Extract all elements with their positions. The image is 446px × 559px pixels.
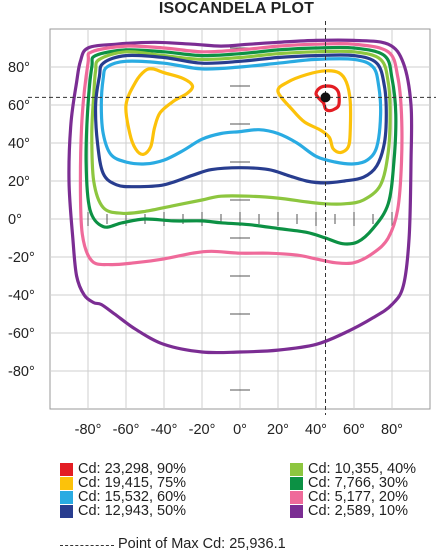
y-tick-label: 60° <box>8 98 30 114</box>
legend-label: Cd: 23,298, 90% <box>78 461 187 477</box>
legend-swatch <box>290 491 303 504</box>
tick-labels: -80° -60° -40° -20° 0° 20° 40° 60° 80° 80° 60° 40° 2… <box>8 60 403 438</box>
isocandela-plot: -80° -60° -40° -20° 0° 20° 40° 60° 80° 80° 60° 40° 2… <box>8 21 436 438</box>
x-tick-label: -20° <box>189 422 216 438</box>
legend-swatch <box>60 491 73 504</box>
legend-swatch <box>60 505 73 518</box>
contour-line <box>67 38 414 355</box>
legend-swatch <box>290 505 303 518</box>
max-point-label: Point of Max Cd: 25,936.1 <box>118 536 286 552</box>
legend-swatch <box>60 477 73 490</box>
contour-line <box>314 84 341 113</box>
x-tick-label: -80° <box>75 422 102 438</box>
y-tick-label: -20° <box>8 250 35 266</box>
chart-title: ISOCANDELA PLOT <box>158 0 315 17</box>
x-tick-label: -40° <box>151 422 178 438</box>
contour-line <box>99 57 383 166</box>
x-tick-label: 40° <box>305 422 327 438</box>
legend-label: Cd: 2,589, 10% <box>308 503 408 519</box>
y-tick-label: 0° <box>8 212 22 228</box>
y-tick-label: 40° <box>8 136 30 152</box>
contour-line <box>78 41 404 267</box>
dashed-line-sample <box>60 545 114 546</box>
legend-swatch <box>290 477 303 490</box>
x-tick-label: 20° <box>267 422 289 438</box>
contour-lines <box>67 38 414 355</box>
legend-label: Cd: 19,415, 75% <box>78 475 187 491</box>
y-tick-label: -40° <box>8 288 35 304</box>
x-tick-label: 80° <box>381 422 403 438</box>
y-tick-label: 80° <box>8 60 30 76</box>
contour-line <box>90 49 392 216</box>
y-tick-label: 20° <box>8 174 30 190</box>
y-tick-label: -80° <box>8 364 35 380</box>
max-point-marker <box>320 92 331 103</box>
legend-label: Cd: 12,943, 50% <box>78 503 187 519</box>
legend-label: Cd: 10,355, 40% <box>308 461 417 477</box>
x-tick-label: 0° <box>233 422 247 438</box>
legend-label: Cd: 15,532, 60% <box>78 489 187 505</box>
max-point-crosshair <box>28 21 436 415</box>
contour-line <box>124 67 195 157</box>
legend-swatch <box>60 463 73 476</box>
x-tick-label: -60° <box>113 422 140 438</box>
contour-line <box>93 53 388 189</box>
legend-label: Cd: 5,177, 20% <box>308 489 408 505</box>
legend-swatch <box>290 463 303 476</box>
y-tick-label: -60° <box>8 326 35 342</box>
legend-label: Cd: 7,766, 30% <box>308 475 408 491</box>
x-tick-label: 60° <box>343 422 365 438</box>
contour-line <box>276 69 353 155</box>
contour-line <box>84 45 398 246</box>
